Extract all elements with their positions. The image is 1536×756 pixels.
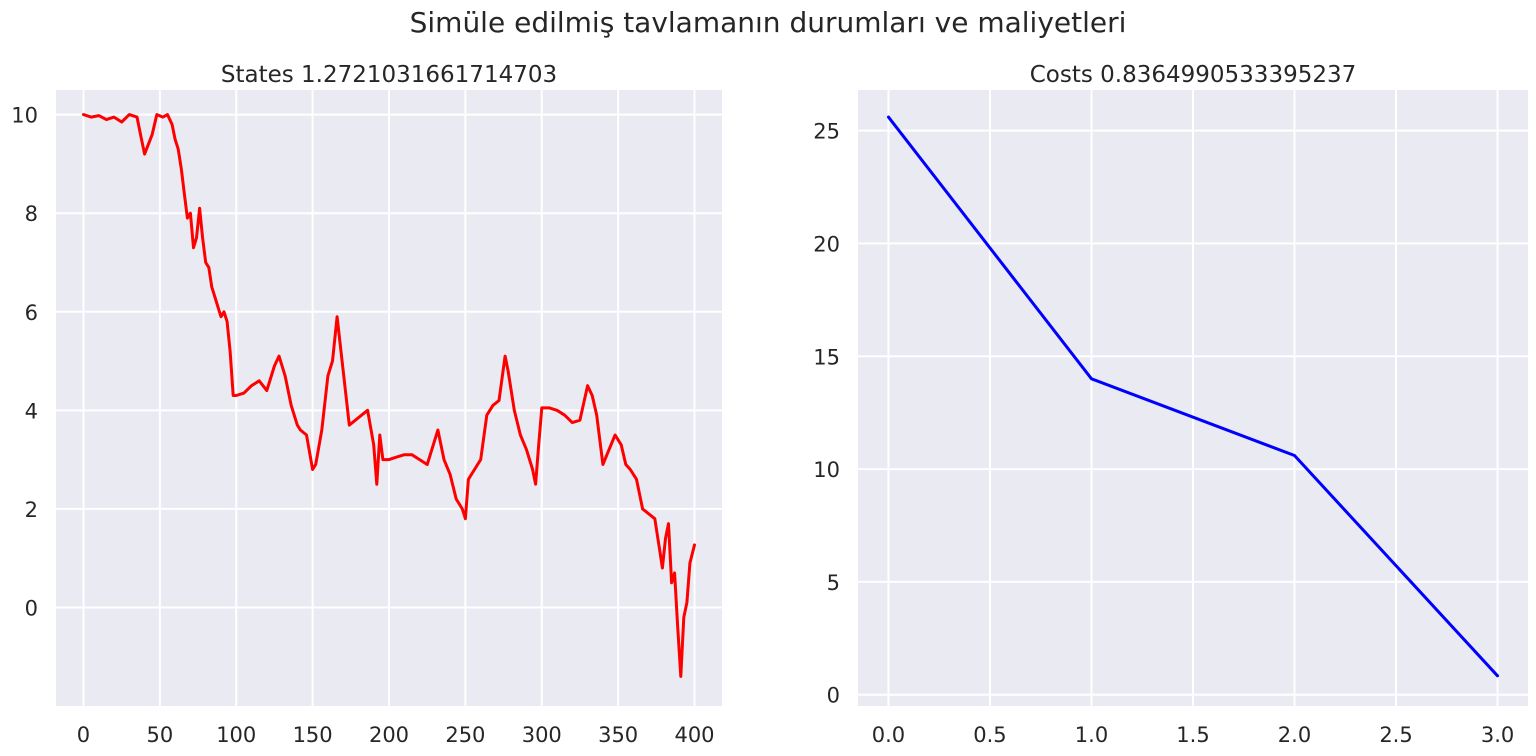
costs-x-tick-label: 3.0 <box>1481 723 1514 747</box>
states-y-tick-label: 10 <box>11 104 38 128</box>
costs-title: Costs 0.8364990533395237 <box>1030 62 1357 88</box>
states-x-tick-label: 200 <box>369 723 409 747</box>
costs-x-tick-label: 2.0 <box>1278 723 1311 747</box>
states-title: States 1.2721031661714703 <box>221 62 557 88</box>
states-x-tick-label: 0 <box>77 723 90 747</box>
costs-y-tick-label: 0 <box>827 684 840 708</box>
costs-y-tick-label: 25 <box>813 120 840 144</box>
states-x-tick-label: 300 <box>522 723 562 747</box>
costs-x-tick-label: 0.0 <box>872 723 905 747</box>
states-x-tick-label: 50 <box>147 723 174 747</box>
costs-x-tick-label: 0.5 <box>973 723 1006 747</box>
states-x-tick-label: 250 <box>445 723 485 747</box>
states-axes: 0 50 100 150 200 250 300 350 400 0 2 4 6 8 10 States 1.… <box>11 62 722 747</box>
costs-x-tick-label: 1.5 <box>1176 723 1209 747</box>
states-x-tick-label: 100 <box>216 723 256 747</box>
costs-y-tick-label: 15 <box>813 345 840 369</box>
states-y-tick-label: 4 <box>25 399 38 423</box>
costs-series-line <box>887 115 1499 678</box>
states-series-line <box>82 113 696 678</box>
costs-axes: 0.0 0.5 1.0 1.5 2.0 2.5 3.0 0 5 10 15 20 25 Costs 0.8… <box>813 62 1528 747</box>
costs-y-tick-label: 5 <box>827 571 840 595</box>
costs-y-tick-label: 10 <box>813 458 840 482</box>
states-y-tick-label: 2 <box>25 498 38 522</box>
costs-x-tick-label: 1.0 <box>1075 723 1108 747</box>
figure-suptitle: Simüle edilmiş tavlamanın durumları ve m… <box>410 6 1127 39</box>
states-y-tick-label: 6 <box>25 301 38 325</box>
states-x-tick-label: 350 <box>598 723 638 747</box>
states-x-tick-label: 400 <box>674 723 714 747</box>
states-y-tick-label: 8 <box>25 202 38 226</box>
costs-y-tick-label: 20 <box>813 232 840 256</box>
costs-x-tick-label: 2.5 <box>1379 723 1412 747</box>
states-y-tick-label: 0 <box>25 596 38 620</box>
states-x-tick-label: 150 <box>293 723 333 747</box>
